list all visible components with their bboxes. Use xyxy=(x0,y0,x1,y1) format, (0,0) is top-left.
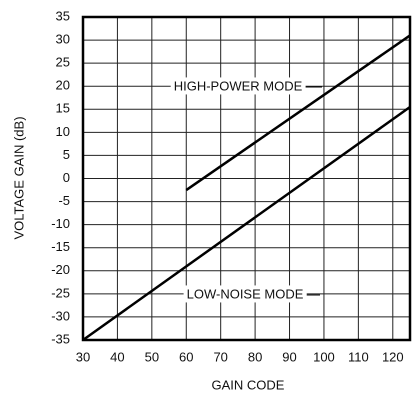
y-tick-label: 35 xyxy=(56,8,70,23)
y-tick-label: 30 xyxy=(56,32,70,47)
x-tick-label: 100 xyxy=(313,349,335,364)
x-tick-label: 30 xyxy=(76,349,90,364)
x-tick-label: 70 xyxy=(213,349,227,364)
x-tick-label: 50 xyxy=(145,349,159,364)
y-tick-label: 15 xyxy=(56,101,70,116)
data-line xyxy=(185,34,411,192)
x-axis-title: GAIN CODE xyxy=(212,377,285,392)
y-tick-label: -15 xyxy=(51,239,70,254)
y-tick-label: 10 xyxy=(56,124,70,139)
y-tick-label: -30 xyxy=(51,308,70,323)
y-tick-label: -35 xyxy=(51,331,70,346)
y-tick-label: -5 xyxy=(58,193,70,208)
label-background xyxy=(170,77,306,95)
y-tick-label: 20 xyxy=(56,78,70,93)
plot-frame xyxy=(81,15,412,342)
y-tick-label: 5 xyxy=(63,147,70,162)
y-tick-label: 0 xyxy=(63,170,70,185)
y-tick-label: -20 xyxy=(51,262,70,277)
x-tick-label: 80 xyxy=(248,349,262,364)
y-tick-label: 25 xyxy=(56,55,70,70)
x-tick-label: 90 xyxy=(282,349,296,364)
x-tick-label: 120 xyxy=(382,349,404,364)
y-axis-title: VOLTAGE GAIN (dB) xyxy=(11,116,26,239)
series-label: LOW-NOISE MODE xyxy=(187,286,304,301)
y-tick-label: -10 xyxy=(51,216,70,231)
data-line xyxy=(82,105,411,342)
x-tick-label: 40 xyxy=(110,349,124,364)
x-tick-label: 60 xyxy=(179,349,193,364)
x-tick-label: 110 xyxy=(348,349,369,364)
label-background xyxy=(183,285,307,303)
series-label: HIGH-POWER MODE xyxy=(174,78,303,93)
y-tick-label: -25 xyxy=(51,285,70,300)
